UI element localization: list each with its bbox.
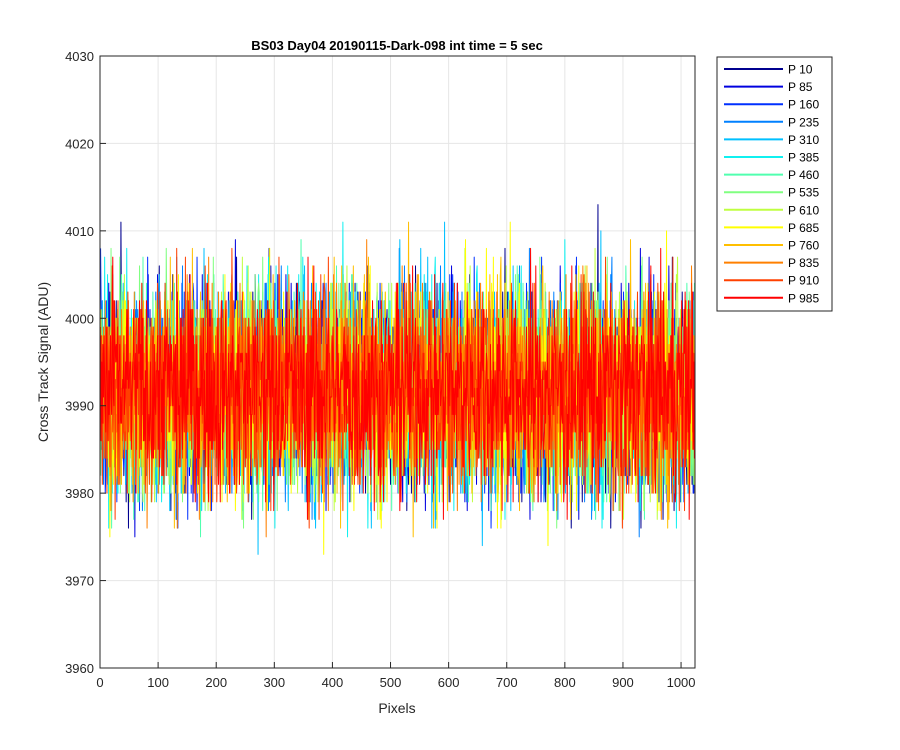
legend-label: P 535 [788, 186, 819, 200]
axis-ticks: 0 100 200 300 400 500 600 700 800 900 1000 3960 3970… [65, 49, 695, 690]
y-tick-label: 3960 [65, 661, 94, 676]
x-axis-label: Pixels [378, 700, 415, 716]
x-tick-label: 700 [496, 675, 518, 690]
axes-box [99, 55, 696, 669]
x-tick-label: 900 [612, 675, 634, 690]
x-tick-label: 300 [263, 675, 285, 690]
legend-label: P 235 [788, 115, 819, 129]
x-tick-label: 400 [322, 675, 344, 690]
y-tick-label: 4020 [65, 136, 94, 151]
legend-label: P 610 [788, 203, 819, 217]
legend-label: P 310 [788, 133, 819, 147]
legend-label: P 460 [788, 168, 819, 182]
y-axis-label: Cross Track Signal (ADU) [35, 282, 51, 442]
legend-label: P 85 [788, 80, 813, 94]
legend-box [716, 56, 833, 312]
series-line-p985 [100, 247, 695, 520]
series-line-p910 [100, 247, 695, 529]
x-tick-label: 600 [438, 675, 460, 690]
y-tick-label: 3970 [65, 574, 94, 589]
legend: P 10 P 85 P 160 P 235 P 310 P 385 P 460 P 535 P … [716, 56, 833, 312]
y-tick-label: 4000 [65, 311, 94, 326]
legend-label: P 835 [788, 256, 819, 270]
chart-title: BS03 Day04 20190115-Dark-098 int time = … [251, 38, 543, 53]
y-tick-label: 3990 [65, 399, 94, 414]
x-tick-label: 1000 [667, 675, 696, 690]
x-tick-label: 200 [205, 675, 227, 690]
y-tick-label: 4010 [65, 224, 94, 239]
x-tick-label: 100 [147, 675, 169, 690]
y-tick-label: 4030 [65, 49, 94, 64]
legend-label: P 160 [788, 98, 819, 112]
x-tick-label: 500 [380, 675, 402, 690]
legend-label: P 10 [788, 63, 813, 77]
legend-label: P 910 [788, 274, 819, 288]
legend-label: P 760 [788, 239, 819, 253]
legend-label: P 985 [788, 291, 819, 305]
legend-label: P 385 [788, 151, 819, 165]
x-tick-label: 800 [554, 675, 576, 690]
series-layer [100, 204, 695, 555]
legend-label: P 685 [788, 221, 819, 235]
y-tick-label: 3980 [65, 486, 94, 501]
x-tick-label: 0 [96, 675, 103, 690]
